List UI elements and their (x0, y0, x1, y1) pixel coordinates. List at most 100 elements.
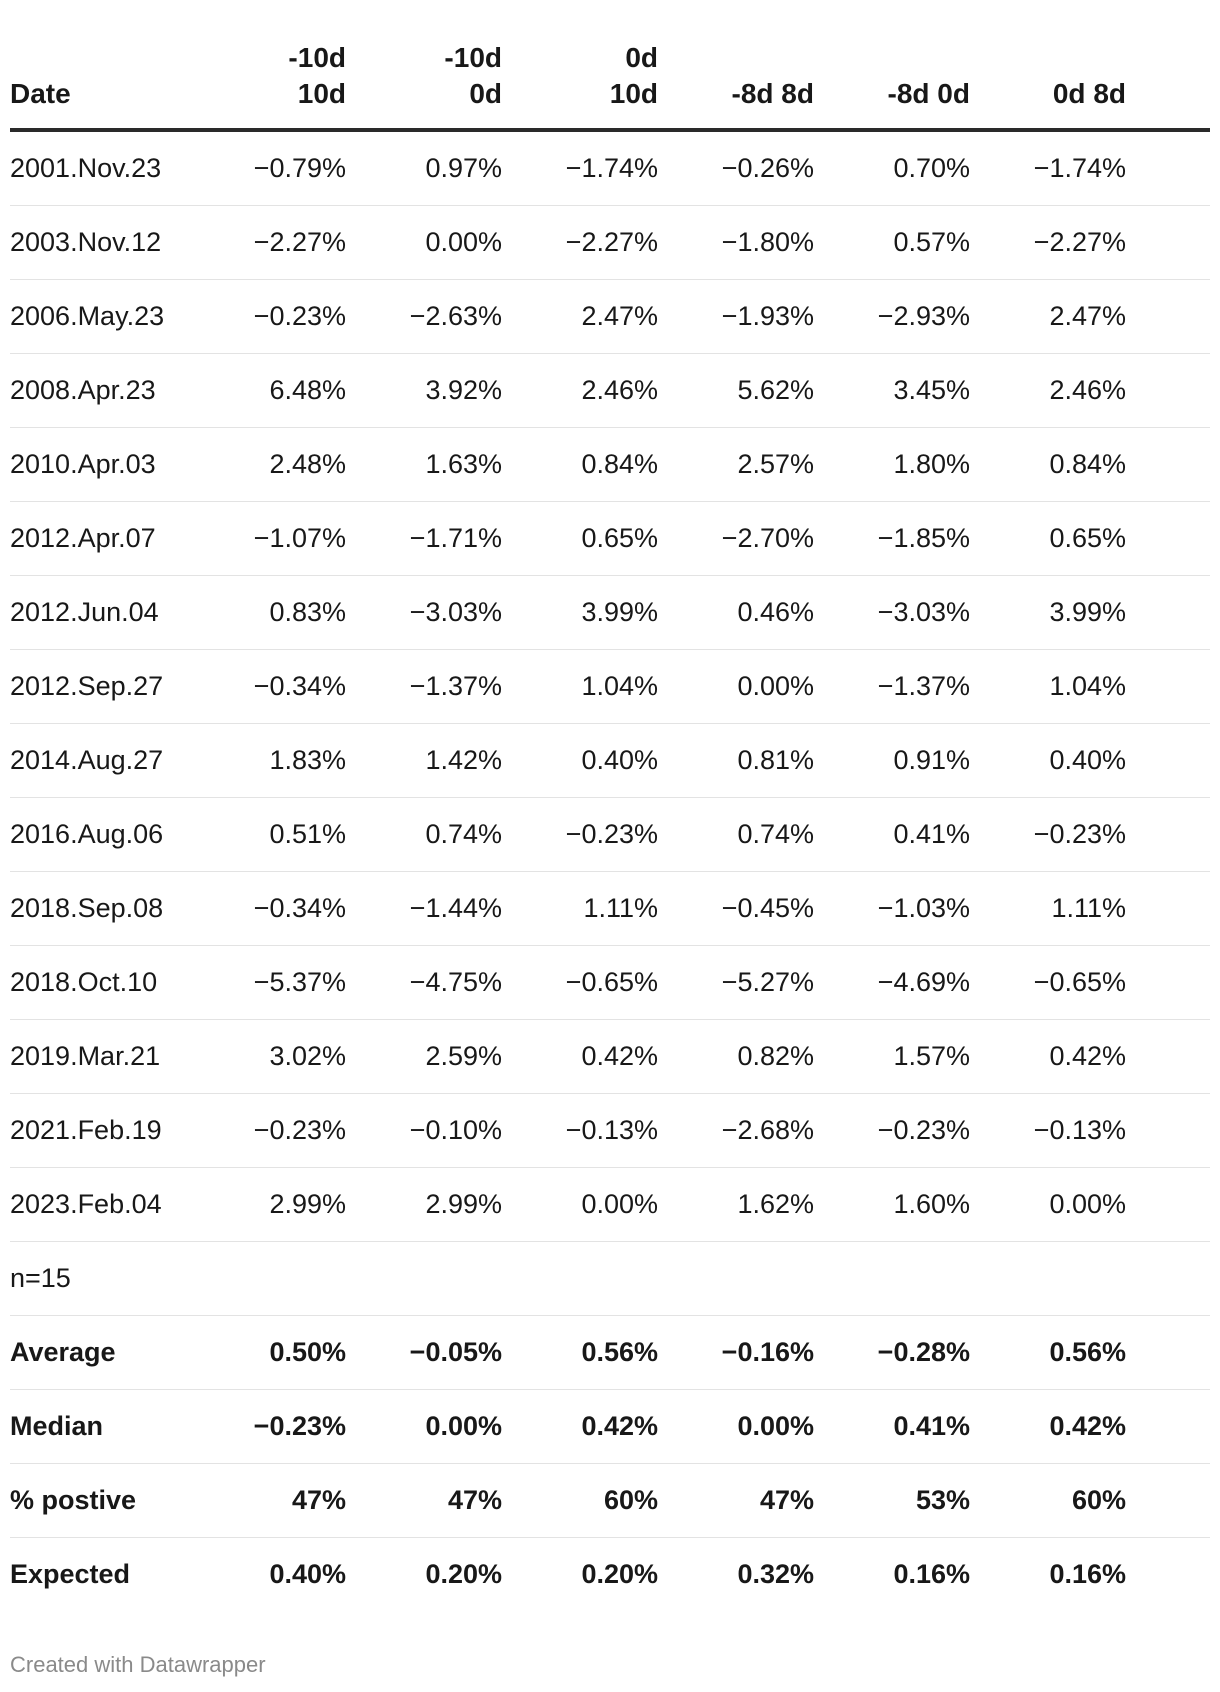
table-cell: −2.68% (658, 1093, 814, 1168)
table-cell: 47% (346, 1463, 502, 1538)
table-cell: 0.16% (1049, 1559, 1126, 1589)
table-cell: 0.84% (502, 427, 658, 502)
table-cell (658, 1241, 814, 1316)
table-row: 2010.Apr.03 2.48% 1.63% 0.84% 2.57% 1.80% 0.84… (10, 427, 1210, 502)
column-header: -8d 0d (814, 40, 970, 132)
table-container: Date -10d 10d -10d 0d 0d 10d -8d 8d -8d 0d 0d … (10, 40, 1210, 1611)
table-cell: −0.65% (502, 945, 658, 1020)
table-cell: 3.45% (814, 353, 970, 428)
row-label: Average (10, 1315, 190, 1390)
table-cell: −4.69% (814, 945, 970, 1020)
table-body: 2001.Nov.23 −0.79% 0.97% −1.74% −0.26% 0.70% −… (10, 130, 1210, 1611)
table-row: 2012.Sep.27 −0.34% −1.37% 1.04% 0.00% −1.37% 1… (10, 649, 1210, 724)
table-cell: 53% (814, 1463, 970, 1538)
table-cell (1126, 1463, 1210, 1538)
table-cell: 0.56% (502, 1315, 658, 1390)
table-cell: 2.59% (346, 1019, 502, 1094)
column-header: -10d 10d (190, 40, 346, 132)
table-cell: 0.00% (970, 1167, 1126, 1242)
table-cell: 3.92% (346, 353, 502, 428)
table-cell: 0.42% (502, 1019, 658, 1094)
table-cell: 1.57% (814, 1019, 970, 1094)
table-cell: 0.65% (502, 501, 658, 576)
table-cell: −0.23% (970, 797, 1126, 872)
table-cell (814, 1241, 970, 1316)
table-cell: 1.42% (346, 723, 502, 798)
table-cell (502, 1241, 658, 1316)
table-row: 2021.Feb.19 −0.23% −0.10% −0.13% −2.68% −0.23… (10, 1093, 1210, 1168)
table-cell (190, 1241, 346, 1316)
table-cell: 0.42% (970, 1019, 1126, 1094)
table-cell: 6.48% (190, 353, 346, 428)
table-cell (346, 1241, 502, 1316)
table-cell: 0.41% (814, 797, 970, 872)
row-label: 2018.Sep.08 (10, 871, 190, 946)
table-cell: −0.65% (970, 945, 1126, 1020)
table-cell: 0.00% (502, 1167, 658, 1242)
table-cell: 0.74% (658, 797, 814, 872)
row-label: 2023.Feb.04 (10, 1167, 190, 1242)
table-cell: −1.74% (502, 130, 658, 206)
table-cell: −0.45% (658, 871, 814, 946)
row-label: 2010.Apr.03 (10, 427, 190, 502)
table-cell: 0. (1126, 723, 1210, 798)
table-cell: 0.57% (814, 205, 970, 280)
column-header: 0d 10d (502, 40, 658, 132)
table-cell: 0.84% (970, 427, 1126, 502)
table-cell: −0. (1126, 649, 1210, 724)
table-cell: 0.56% (970, 1315, 1126, 1390)
credit-footer: Created with Datawrapper (10, 1652, 266, 1677)
table-cell: −0.34% (190, 871, 346, 946)
table-cell: 0.00% (658, 649, 814, 724)
table-cell: 1.11% (502, 871, 658, 946)
table-cell: 0. (1126, 797, 1210, 872)
table-row: 2001.Nov.23 −0.79% 0.97% −1.74% −0.26% 0.70% −… (10, 130, 1210, 206)
table-cell: 2.99% (346, 1167, 502, 1242)
table-cell: −2. (1126, 1093, 1210, 1168)
table-cell: 0.81% (658, 723, 814, 798)
table-cell: 1.63% (346, 427, 502, 502)
row-label: 2019.Mar.21 (10, 1019, 190, 1094)
table-cell: 0.40% (502, 723, 658, 798)
row-label: 2012.Jun.04 (10, 575, 190, 650)
table-row: 2012.Apr.07 −1.07% −1.71% 0.65% −2.70% −1.85%… (10, 501, 1210, 576)
table-cell: 0.97% (346, 130, 502, 206)
table-cell: 2.46% (502, 353, 658, 428)
row-label: 2008.Apr.23 (10, 353, 190, 428)
table-cell: −2.27% (190, 205, 346, 280)
table-row: 2003.Nov.12 −2.27% 0.00% −2.27% −1.80% 0.57% −… (10, 205, 1210, 280)
table-cell: −1.03% (814, 871, 970, 946)
table-cell: −1.44% (346, 871, 502, 946)
table-cell: 0. (1126, 130, 1210, 206)
row-label: 2021.Feb.19 (10, 1093, 190, 1168)
table-cell: 0. (1126, 1538, 1210, 1612)
table-cell: −3. (1126, 501, 1210, 576)
row-label: Median (10, 1389, 190, 1464)
summary-row: Median−0.23%0.00%0.42%0.00%0.41%0.42%−0. (10, 1389, 1210, 1464)
table-cell: 1. (1126, 1167, 1210, 1242)
table-cell: −0.79% (190, 130, 346, 206)
table-cell: −1.37% (814, 649, 970, 724)
table-cell: 0.70% (814, 130, 970, 206)
row-label: % postive (10, 1463, 190, 1538)
table-cell: −5.27% (658, 945, 814, 1020)
table-cell: 0.00% (658, 1389, 814, 1464)
table-cell: −1.37% (346, 649, 502, 724)
row-label: n=15 (10, 1241, 190, 1316)
table-cell: −3. (1126, 945, 1210, 1020)
table-cell: 1. (1126, 353, 1210, 428)
table-cell: −2.27% (502, 205, 658, 280)
table-cell: 0.40% (970, 723, 1126, 798)
table-cell: 0.20% (425, 1559, 502, 1589)
table-cell: 1.11% (970, 871, 1126, 946)
table-cell: −0.23% (190, 1093, 346, 1168)
table-row: 2023.Feb.04 2.99% 2.99% 0.00% 1.62% 1.60% 0.00… (10, 1167, 1210, 1242)
table-row: 2012.Jun.04 0.83% −3.03% 3.99% 0.46% −3.03% 3.… (10, 575, 1210, 650)
row-label: 2012.Apr.07 (10, 501, 190, 576)
table-cell: 47% (190, 1463, 346, 1538)
table-cell: 0.50% (190, 1315, 346, 1390)
summary-row: Average 0.50% −0.05% 0.56% −0.16% −0.28% 0.56%… (10, 1315, 1210, 1390)
table-cell: 47% (658, 1463, 814, 1538)
table-cell: −0.05% (346, 1315, 502, 1390)
